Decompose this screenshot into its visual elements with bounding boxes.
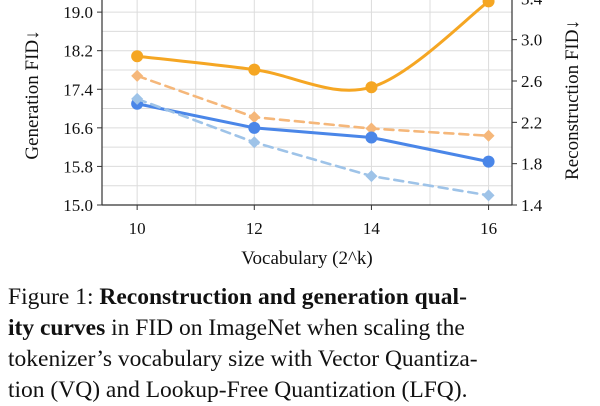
series-2-point bbox=[482, 129, 495, 142]
series-1-point bbox=[482, 0, 495, 8]
left-tick-label: 15.0 bbox=[63, 196, 93, 215]
caption-line-1: Figure 1: Reconstruction and generation … bbox=[8, 282, 598, 313]
series-2-point bbox=[248, 111, 261, 124]
fid-line-chart: 15.0 15.8 16.6 17.4 18.2 19.0 1.4 1.8 2.2 2.6 3.0 3… bbox=[22, 0, 583, 269]
right-tick-label: 3.0 bbox=[521, 31, 542, 50]
caption-bold-text: ity curves bbox=[8, 315, 106, 341]
x-tick-label: 16 bbox=[480, 219, 497, 238]
caption-line-2: ity curves in FID on ImageNet when scali… bbox=[8, 313, 598, 344]
x-tick-label: 14 bbox=[363, 219, 381, 238]
x-axis-label: Vocabulary (2^k) bbox=[241, 248, 373, 269]
series-1-point bbox=[365, 81, 378, 94]
series-line-4 bbox=[135, 97, 490, 197]
x-tick-label: 12 bbox=[246, 219, 263, 238]
right-tick-label: 2.2 bbox=[521, 113, 542, 132]
caption-line-4: tion (VQ) and Lookup-Free Quantization (… bbox=[8, 375, 598, 406]
series-line-2 bbox=[135, 74, 490, 138]
caption-text: tion (VQ) and Lookup-Free Quantization (… bbox=[8, 377, 468, 403]
caption-line-3: tokenizer’s vocabulary size with Vector … bbox=[8, 344, 598, 375]
x-tick-label: 10 bbox=[129, 219, 146, 238]
series-2-point bbox=[365, 122, 378, 135]
right-tick-label: 2.6 bbox=[521, 72, 542, 91]
series-line-1 bbox=[135, 0, 491, 92]
caption-text: tokenizer’s vocabulary size with Vector … bbox=[8, 346, 478, 372]
right-tick-label: 3.4 bbox=[521, 0, 543, 8]
series-1-point bbox=[248, 63, 261, 76]
figure-caption: Figure 1: Reconstruction and generation … bbox=[8, 282, 598, 406]
series-4-point bbox=[365, 170, 378, 183]
figure-chart: 15.0 15.8 16.6 17.4 18.2 19.0 1.4 1.8 2.2 2.6 3.0 3… bbox=[22, 0, 583, 269]
left-axis-label: Generation FID↓ bbox=[22, 30, 43, 159]
series-4-point bbox=[131, 92, 144, 105]
series-3-point bbox=[482, 155, 495, 168]
right-tick-label: 1.8 bbox=[521, 155, 542, 174]
right-axis-label: Reconstruction FID↓ bbox=[562, 20, 583, 180]
left-tick-label: 18.2 bbox=[63, 42, 93, 61]
series-3-point bbox=[365, 131, 378, 144]
series-2-point bbox=[131, 69, 144, 82]
caption-text: in FID on ImageNet when scaling the bbox=[105, 315, 465, 341]
left-tick-label: 17.4 bbox=[63, 80, 93, 99]
series-1-point bbox=[131, 50, 144, 63]
left-tick-label: 15.8 bbox=[63, 157, 93, 176]
left-tick-label: 16.6 bbox=[63, 119, 93, 138]
series-3-point bbox=[248, 121, 261, 134]
caption-bold-text: Reconstruction and generation qual- bbox=[99, 284, 467, 310]
left-tick-label: 19.0 bbox=[63, 3, 93, 22]
series-line-3 bbox=[135, 102, 491, 164]
series-4-point bbox=[248, 136, 261, 149]
caption-figure-label: Figure 1: bbox=[8, 284, 100, 310]
right-tick-label: 1.4 bbox=[521, 196, 543, 215]
series-4-point bbox=[482, 189, 495, 202]
